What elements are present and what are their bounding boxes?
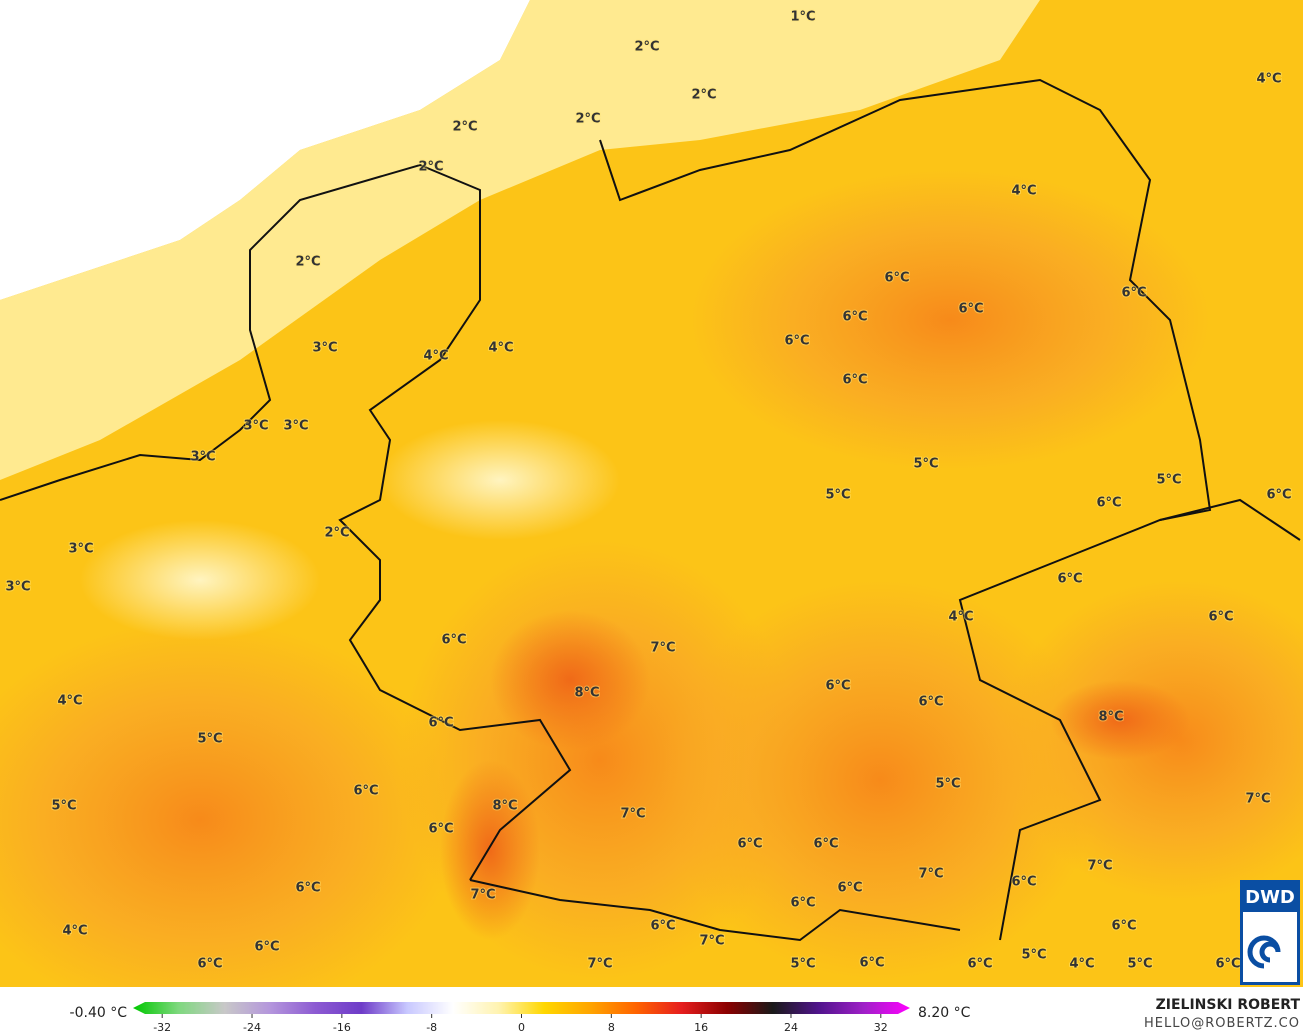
temperature-label: 6°C	[884, 271, 909, 286]
temperature-label: 2°C	[575, 112, 600, 127]
temperature-label: 6°C	[784, 334, 809, 349]
temperature-label: 5°C	[1156, 473, 1181, 488]
temperature-label: 7°C	[918, 867, 943, 882]
colorbar-tick-label: -16	[333, 1021, 351, 1034]
temperature-label: 3°C	[312, 341, 337, 356]
temperature-label: 6°C	[918, 695, 943, 710]
credit-name: ZIELINSKI ROBERT	[1156, 997, 1301, 1013]
borders	[0, 78, 1301, 942]
temperature-label: 6°C	[1057, 572, 1082, 587]
min-label: -0.40 °C	[70, 1005, 128, 1021]
temperature-label: 7°C	[1245, 792, 1270, 807]
temperature-label: 7°C	[470, 888, 495, 903]
temperature-label: 6°C	[790, 896, 815, 911]
logo-swirl	[1247, 935, 1281, 969]
temperature-label: 5°C	[935, 777, 960, 792]
temperature-label: 1°C	[790, 10, 815, 25]
colorbar-tick-label: 16	[694, 1021, 708, 1034]
temperature-label: 5°C	[1021, 948, 1046, 963]
temperature-label: 6°C	[197, 957, 222, 972]
temperature-label: 4°C	[948, 610, 973, 625]
no-data-area	[0, 0, 530, 300]
temperature-label: 5°C	[825, 488, 850, 503]
colorbar-area: -0.40 °C 8.20 °C -32 -24 -16 -8 0 8 16 24 32 ZIE…	[70, 997, 1301, 1034]
temperature-label: 5°C	[197, 732, 222, 747]
dwd-logo: DWD	[1240, 880, 1300, 985]
max-label: 8.20 °C	[918, 1005, 971, 1021]
temperature-label: 6°C	[295, 881, 320, 896]
temperature-label: 6°C	[825, 679, 850, 694]
colorbar-ticks: -32 -24 -16 -8 0 8 16 24 32	[153, 1014, 888, 1034]
temperature-label: 5°C	[913, 457, 938, 472]
temperature-label: 2°C	[418, 160, 443, 175]
colorbar-tick-label: 8	[608, 1021, 615, 1034]
temperature-label: 6°C	[1121, 286, 1146, 301]
temperature-label: 6°C	[842, 310, 867, 325]
colorbar-tick-label: -8	[426, 1021, 437, 1034]
temperature-label: 7°C	[699, 934, 724, 949]
temperature-label: 6°C	[428, 716, 453, 731]
temperature-label: 4°C	[62, 924, 87, 939]
temperature-label: 4°C	[488, 341, 513, 356]
temperature-label: 2°C	[324, 526, 349, 541]
colorbar-tick-label: 24	[784, 1021, 798, 1034]
temperature-label: 6°C	[650, 919, 675, 934]
temperature-label: 6°C	[1096, 496, 1121, 511]
temperature-label: 7°C	[587, 957, 612, 972]
temperature-label: 3°C	[243, 419, 268, 434]
temperature-label: 6°C	[254, 940, 279, 955]
temperature-label: 5°C	[51, 799, 76, 814]
temperature-label: 4°C	[423, 349, 448, 364]
temperature-label: 5°C	[790, 957, 815, 972]
temperature-label: 4°C	[57, 694, 82, 709]
cool-area	[0, 0, 1040, 480]
temperature-labels: 2°C 1°C 2°C 2°C 2°C 2°C 4°C 4°C 2°C 6°C 6°C 6°C 6°C 6…	[4, 9, 1292, 973]
temperature-label: 8°C	[1098, 710, 1123, 725]
temperature-label: 6°C	[441, 633, 466, 648]
warm-areas	[0, 170, 1303, 987]
temperature-label: 6°C	[1011, 875, 1036, 890]
temperature-label: 3°C	[68, 542, 93, 557]
temperature-label: 4°C	[1069, 957, 1094, 972]
colorbar	[133, 1002, 910, 1014]
temperature-label: 4°C	[1011, 184, 1036, 199]
temperature-label: 2°C	[634, 40, 659, 55]
temperature-label: 6°C	[1266, 488, 1291, 503]
temperature-label: 6°C	[837, 881, 862, 896]
colorbar-tick-label: -24	[243, 1021, 261, 1034]
temperature-label: 6°C	[1111, 919, 1136, 934]
temperature-label: 3°C	[190, 450, 215, 465]
temperature-label: 7°C	[650, 641, 675, 656]
temperature-label: 2°C	[691, 88, 716, 103]
temperature-label: 3°C	[5, 580, 30, 595]
temperature-label: 7°C	[620, 807, 645, 822]
colorbar-tick-label: -32	[153, 1021, 171, 1034]
map: 2°C 1°C 2°C 2°C 2°C 2°C 4°C 4°C 2°C 6°C 6°C 6°C 6°C 6…	[0, 0, 1303, 987]
logo-text: DWD	[1245, 887, 1295, 908]
temperature-label: 7°C	[1087, 859, 1112, 874]
temperature-label: 4°C	[1256, 72, 1281, 87]
temperature-label: 5°C	[1127, 957, 1152, 972]
temperature-label: 6°C	[353, 784, 378, 799]
temperature-label: 6°C	[737, 837, 762, 852]
temperature-label: 6°C	[428, 822, 453, 837]
temperature-label: 6°C	[1215, 957, 1240, 972]
temperature-label: 6°C	[1208, 610, 1233, 625]
temperature-label: 6°C	[958, 302, 983, 317]
temperature-label: 2°C	[295, 255, 320, 270]
credit-contact: HELLO@ROBERTZ.CO	[1144, 1016, 1300, 1031]
temperature-label: 8°C	[492, 799, 517, 814]
colorbar-tick-label: 32	[874, 1021, 888, 1034]
temperature-label: 6°C	[813, 837, 838, 852]
temperature-label: 6°C	[842, 373, 867, 388]
temperature-label: 6°C	[967, 957, 992, 972]
temperature-label: 8°C	[574, 686, 599, 701]
colorbar-tick-label: 0	[518, 1021, 525, 1034]
temperature-label: 3°C	[283, 419, 308, 434]
temperature-label: 2°C	[452, 120, 477, 135]
temperature-label: 6°C	[859, 956, 884, 971]
